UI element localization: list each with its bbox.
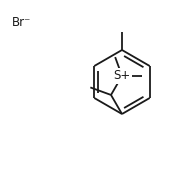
Text: S+: S+ (113, 69, 131, 82)
Text: Br⁻: Br⁻ (12, 16, 31, 28)
